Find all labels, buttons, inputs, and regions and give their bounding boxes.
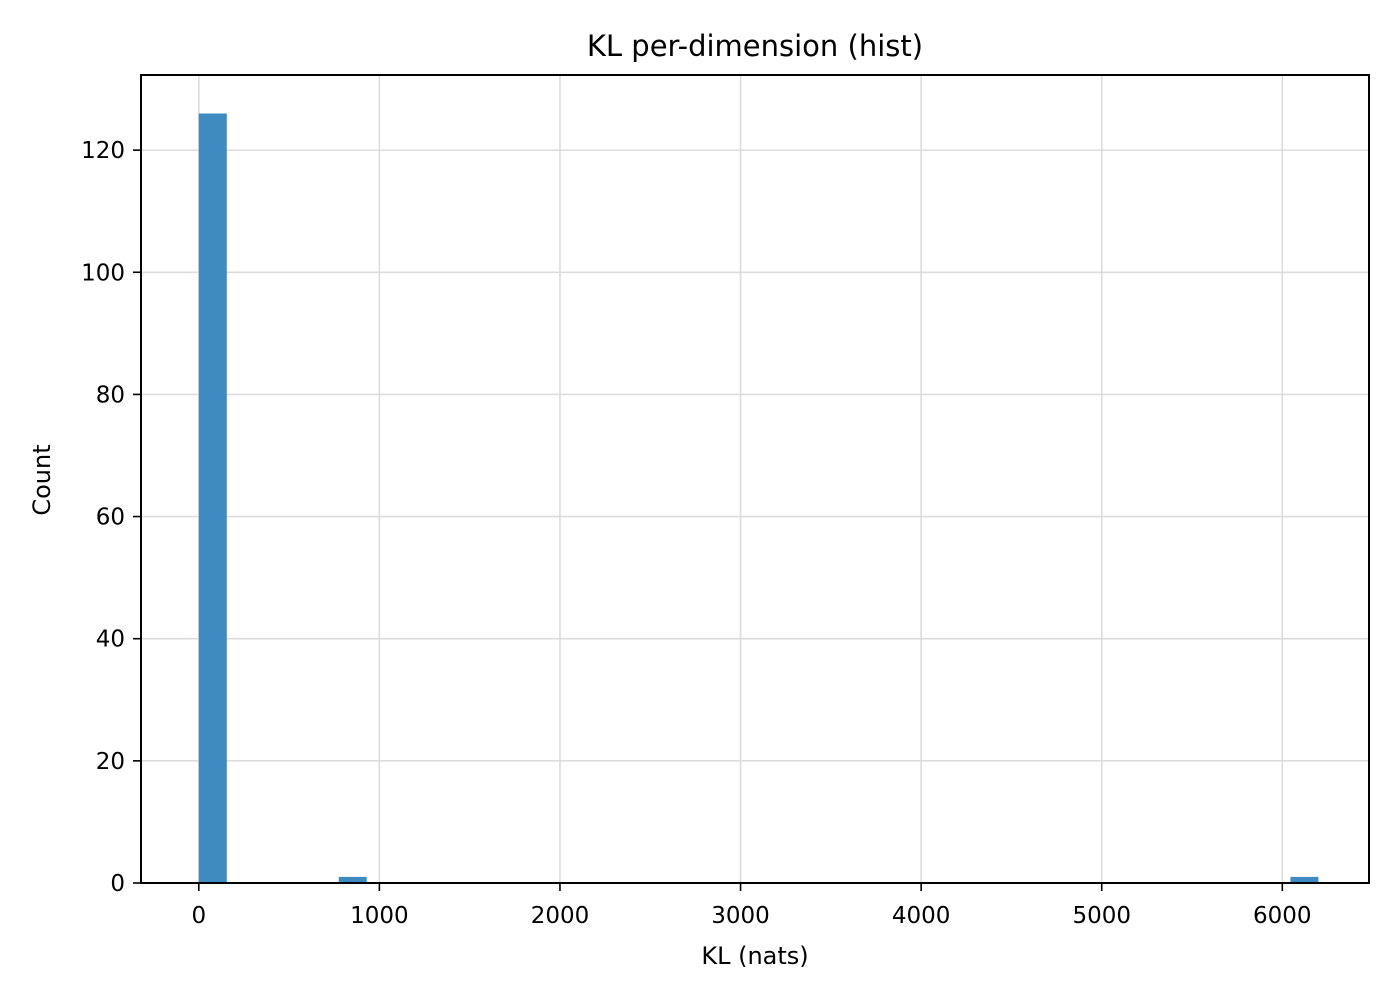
y-tick-label: 80: [96, 382, 125, 408]
x-tick-label: 6000: [1253, 903, 1312, 929]
y-tick-label: 40: [96, 627, 125, 653]
y-tick-label: 100: [81, 260, 125, 286]
y-tick-label: 120: [81, 138, 125, 164]
x-tick-label: 5000: [1072, 903, 1131, 929]
histogram-bar: [198, 113, 227, 883]
x-tick-label: 2000: [531, 903, 590, 929]
x-tick-label: 1000: [350, 903, 409, 929]
histogram-bar: [1290, 876, 1319, 883]
y-axis-ticks: 0 20 40 60 80 100 120: [81, 138, 141, 897]
y-axis-label: Count: [28, 444, 56, 515]
y-tick-label: 60: [96, 505, 125, 531]
y-tick-label: 0: [110, 871, 125, 897]
y-tick-label: 20: [96, 749, 125, 775]
x-axis-label: KL (nats): [701, 942, 808, 970]
histogram-bars: [198, 113, 1319, 883]
plot-frame: [140, 74, 1370, 884]
histogram-bar: [338, 876, 367, 883]
chart-title: KL per-dimension (hist): [587, 29, 923, 63]
x-tick-label: 3000: [711, 903, 770, 929]
x-tick-label: 4000: [892, 903, 951, 929]
x-tick-label: 0: [191, 903, 206, 929]
x-axis-ticks: 0 1000 2000 3000 4000 5000 6000: [191, 883, 1312, 929]
